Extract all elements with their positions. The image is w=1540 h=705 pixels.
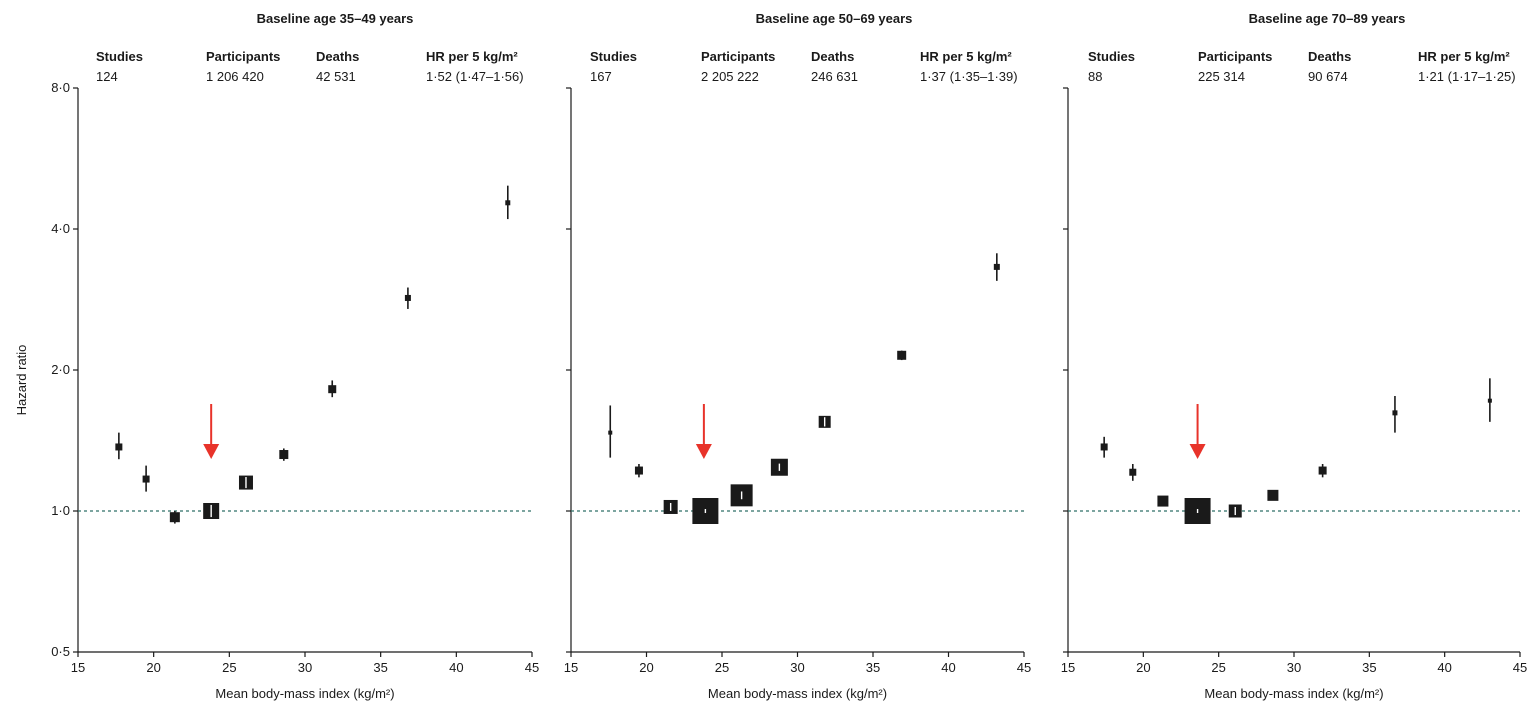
stat-value: 1 206 420: [206, 69, 264, 84]
stat-value: 88: [1088, 69, 1102, 84]
reference-arrow-head: [695, 444, 712, 459]
x-tick-label: 40: [449, 660, 463, 675]
data-point: [634, 466, 643, 475]
stat-header: Deaths: [1308, 49, 1351, 64]
chart-panel-1: Baseline age 35–49 years Studies 124 Partic…: [14, 11, 539, 701]
data-point: [993, 263, 1000, 270]
panel-title: Baseline age 35–49 years: [257, 11, 414, 26]
x-tick-label: 20: [1136, 660, 1150, 675]
stat-header: HR per 5 kg/m²: [1418, 49, 1510, 64]
stat-header: Deaths: [811, 49, 854, 64]
x-tick-label: 25: [715, 660, 729, 675]
stat-value: 2 205 222: [701, 69, 759, 84]
stat-value: 167: [590, 69, 612, 84]
x-tick-label: 45: [1017, 660, 1031, 675]
reference-arrow-head: [1189, 444, 1206, 459]
x-tick-label: 20: [146, 660, 160, 675]
data-point: [1157, 495, 1169, 507]
y-tick-label: 4·0: [51, 221, 70, 236]
x-tick-label: 30: [298, 660, 312, 675]
x-tick-label: 30: [1287, 660, 1301, 675]
stat-header: Deaths: [316, 49, 359, 64]
x-tick-label: 35: [866, 660, 880, 675]
stat-value: 246 631: [811, 69, 858, 84]
x-axis-label: Mean body-mass index (kg/m²): [708, 686, 887, 701]
x-axis-label: Mean body-mass index (kg/m²): [215, 686, 394, 701]
stat-value: 124: [96, 69, 118, 84]
stat-header: Participants: [1198, 49, 1272, 64]
panel-title: Baseline age 50–69 years: [756, 11, 913, 26]
x-tick-label: 15: [1061, 660, 1075, 675]
data-point: [404, 294, 411, 301]
stat-value: 90 674: [1308, 69, 1348, 84]
x-tick-label: 35: [373, 660, 387, 675]
stat-header: Participants: [206, 49, 280, 64]
chart-panel-3: Baseline age 70–89 years Studies 88 Partici…: [1061, 11, 1527, 701]
data-point: [1487, 398, 1492, 403]
stat-header: Participants: [701, 49, 775, 64]
x-axis-label: Mean body-mass index (kg/m²): [1204, 686, 1383, 701]
data-point: [1318, 466, 1327, 475]
data-point: [328, 385, 337, 394]
data-point: [1129, 468, 1137, 476]
reference-arrow-head: [203, 444, 220, 459]
x-tick-label: 15: [564, 660, 578, 675]
data-point: [1392, 410, 1398, 416]
stat-header: HR per 5 kg/m²: [426, 49, 518, 64]
x-tick-label: 25: [222, 660, 236, 675]
x-tick-label: 45: [1513, 660, 1527, 675]
x-tick-label: 30: [790, 660, 804, 675]
stat-value: 42 531: [316, 69, 356, 84]
y-tick-label: 2·0: [51, 362, 70, 377]
stat-value: 225 314: [1198, 69, 1245, 84]
data-point: [279, 450, 289, 460]
data-point: [1267, 489, 1279, 501]
data-point: [142, 475, 150, 483]
data-point: [115, 443, 123, 451]
stat-value: 1·37 (1·35–1·39): [920, 69, 1018, 84]
x-tick-label: 35: [1362, 660, 1376, 675]
data-point: [505, 200, 511, 206]
stat-value: 1·21 (1·17–1·25): [1418, 69, 1516, 84]
y-tick-label: 8·0: [51, 80, 70, 95]
panel-title: Baseline age 70–89 years: [1249, 11, 1406, 26]
stat-header: Studies: [590, 49, 637, 64]
y-tick-label: 1·0: [51, 503, 70, 518]
y-axis-label: Hazard ratio: [14, 345, 29, 416]
data-point: [608, 430, 613, 435]
x-tick-label: 20: [639, 660, 653, 675]
x-tick-label: 15: [71, 660, 85, 675]
stat-header: HR per 5 kg/m²: [920, 49, 1012, 64]
data-point: [169, 512, 180, 523]
x-tick-label: 40: [941, 660, 955, 675]
x-tick-label: 45: [525, 660, 539, 675]
x-tick-label: 40: [1437, 660, 1451, 675]
chart-panel-2: Baseline age 50–69 years Studies 167 Partic…: [564, 11, 1031, 701]
data-point: [897, 350, 907, 360]
x-tick-label: 25: [1211, 660, 1225, 675]
stat-header: Studies: [96, 49, 143, 64]
stat-value: 1·52 (1·47–1·56): [426, 69, 524, 84]
y-tick-label: 0·5: [51, 644, 70, 659]
data-point: [1100, 443, 1108, 451]
stat-header: Studies: [1088, 49, 1135, 64]
